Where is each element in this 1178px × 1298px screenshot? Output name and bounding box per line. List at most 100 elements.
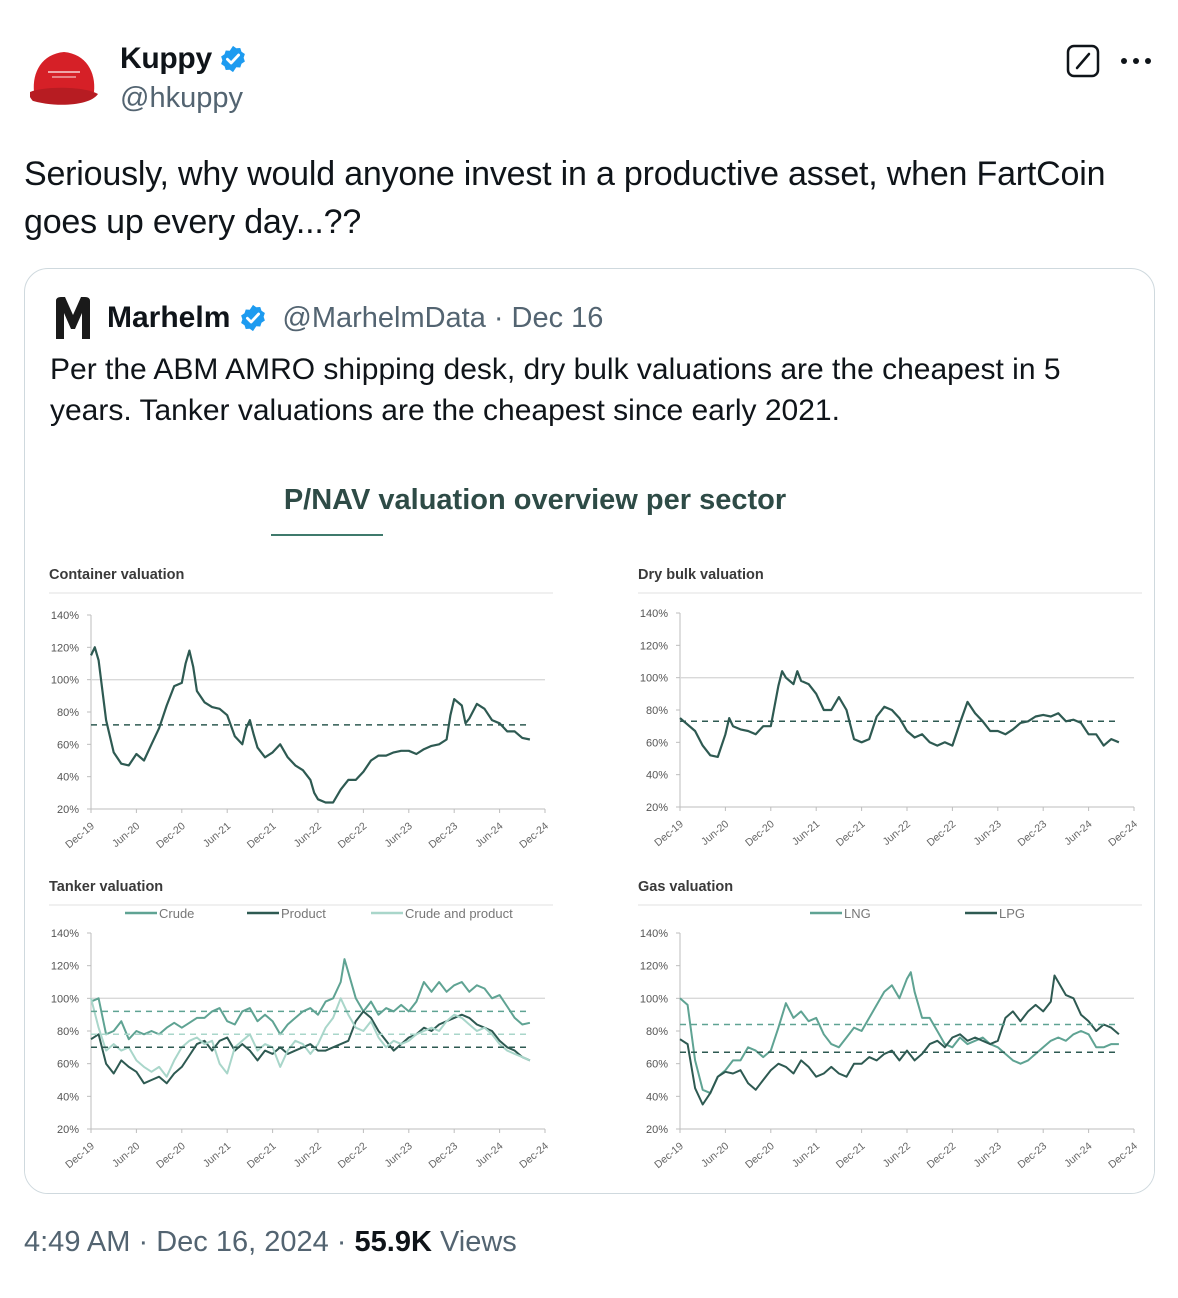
y-tick-label: 20%: [57, 1124, 79, 1136]
series-line: [679, 971, 1119, 1095]
verified-badge-icon: [220, 45, 245, 73]
author-handle[interactable]: @hkuppy: [120, 82, 243, 114]
x-tick-label: Dec-22: [925, 818, 959, 849]
x-tick-label: Dec-23: [426, 820, 460, 851]
y-tick-label: 100%: [51, 675, 79, 687]
x-tick-label: Dec-21: [834, 1140, 868, 1171]
x-tick-label: Jun-20: [699, 1140, 731, 1170]
quote-text: Per the ABM AMRO shipping desk, dry bulk…: [50, 353, 1061, 427]
x-tick-label: Jun-23: [971, 1140, 1003, 1170]
x-tick-label: Dec-19: [652, 1140, 686, 1171]
tweet-text: Seriously, why would anyone invest in a …: [24, 155, 1106, 241]
quote-image[interactable]: P/NAV valuation overview per sector Cont…: [25, 461, 1154, 1193]
x-tick-label: Dec-20: [154, 820, 188, 851]
marhelm-m-logo: [53, 295, 93, 341]
x-tick-label: Dec-20: [743, 1140, 777, 1171]
quote-handle[interactable]: @MarhelmData: [282, 301, 486, 334]
author-name[interactable]: Kuppy: [120, 42, 212, 75]
legend-label: Crude: [159, 906, 194, 921]
y-tick-label: 40%: [57, 772, 79, 784]
y-tick-label: 100%: [51, 993, 79, 1005]
y-tick-label: 40%: [646, 770, 668, 782]
y-tick-label: 120%: [640, 961, 668, 973]
x-tick-label: Jun-20: [699, 818, 731, 848]
x-tick-label: Jun-20: [110, 820, 142, 850]
legend-label: Product: [281, 906, 326, 921]
x-tick-label: Jun-24: [1062, 818, 1094, 848]
y-tick-label: 140%: [640, 928, 668, 940]
x-tick-label: Jun-22: [292, 1140, 324, 1170]
x-tick-label: Jun-23: [382, 1140, 414, 1170]
y-tick-label: 60%: [57, 1059, 79, 1071]
chart-title: Gas valuation: [638, 879, 733, 895]
y-tick-label: 20%: [646, 802, 668, 814]
x-tick-label: Dec-21: [834, 818, 868, 849]
y-tick-label: 120%: [51, 642, 79, 654]
y-tick-label: 140%: [51, 610, 79, 622]
x-tick-label: Dec-23: [1015, 1140, 1049, 1171]
x-tick-label: Dec-21: [245, 820, 279, 851]
x-tick-label: Dec-22: [336, 1140, 370, 1171]
y-tick-label: 80%: [646, 705, 668, 717]
series-line: [90, 997, 531, 1078]
y-tick-label: 80%: [646, 1026, 668, 1038]
y-tick-label: 120%: [640, 640, 668, 652]
y-tick-label: 140%: [640, 608, 668, 620]
x-tick-label: Jun-23: [971, 818, 1003, 848]
x-tick-label: Dec-22: [336, 820, 370, 851]
y-tick-label: 60%: [646, 737, 668, 749]
figure-title: P/NAV valuation overview per sector: [284, 484, 786, 516]
x-tick-label: Dec-24: [1106, 1140, 1140, 1171]
y-tick-label: 120%: [51, 961, 79, 973]
quote-author-name[interactable]: Marhelm: [107, 301, 231, 334]
legend-label: LNG: [844, 906, 871, 921]
x-tick-label: Dec-23: [1015, 818, 1049, 849]
y-tick-label: 60%: [646, 1059, 668, 1071]
tweet-time[interactable]: 4:49 AM: [24, 1226, 131, 1258]
x-tick-label: Dec-24: [517, 820, 551, 851]
y-tick-label: 100%: [640, 993, 668, 1005]
y-tick-label: 60%: [57, 739, 79, 751]
quote-date[interactable]: Dec 16: [511, 301, 604, 334]
x-tick-label: Dec-23: [426, 1140, 460, 1171]
more-icon[interactable]: [1118, 46, 1154, 76]
views-count[interactable]: 55.9K: [354, 1226, 432, 1258]
separator-dot: ·: [336, 1226, 347, 1258]
grok-icon[interactable]: [1066, 44, 1100, 78]
x-tick-label: Jun-24: [473, 820, 505, 850]
x-tick-label: Jun-21: [790, 818, 822, 848]
x-tick-label: Jun-23: [382, 820, 414, 850]
y-tick-label: 100%: [640, 673, 668, 685]
y-tick-label: 20%: [646, 1124, 668, 1136]
quote-header[interactable]: Marhelm @MarhelmData · Dec 16: [53, 295, 603, 341]
legend-label: Crude and product: [405, 906, 513, 921]
quoted-tweet[interactable]: Marhelm @MarhelmData · Dec 16 Per the AB…: [24, 268, 1155, 1194]
author-name-row[interactable]: Kuppy: [120, 42, 248, 76]
x-tick-label: Dec-19: [63, 1140, 97, 1171]
x-tick-label: Dec-21: [245, 1140, 279, 1171]
red-cap-avatar[interactable]: [24, 36, 104, 116]
series-line: [90, 646, 531, 804]
x-tick-label: Dec-19: [652, 818, 686, 849]
x-tick-label: Dec-24: [517, 1140, 551, 1171]
legend-label: LPG: [999, 906, 1025, 921]
x-tick-label: Jun-21: [790, 1140, 822, 1170]
x-tick-label: Dec-20: [743, 818, 777, 849]
y-tick-label: 40%: [57, 1091, 79, 1103]
series-line: [90, 1010, 531, 1085]
x-tick-label: Jun-21: [201, 820, 233, 850]
x-tick-label: Dec-22: [925, 1140, 959, 1171]
series-line: [679, 974, 1120, 1106]
x-tick-label: Dec-20: [154, 1140, 188, 1171]
y-tick-label: 80%: [57, 707, 79, 719]
views-label: Views: [439, 1226, 517, 1258]
separator-dot: ·: [138, 1226, 149, 1258]
x-tick-label: Jun-22: [881, 818, 913, 848]
x-tick-label: Jun-22: [881, 1140, 913, 1170]
x-tick-label: Jun-20: [110, 1140, 142, 1170]
x-tick-label: Jun-22: [292, 820, 324, 850]
tweet-date[interactable]: Dec 16, 2024: [156, 1226, 329, 1258]
x-tick-label: Dec-19: [63, 820, 97, 851]
x-tick-label: Jun-21: [201, 1140, 233, 1170]
y-tick-label: 80%: [57, 1026, 79, 1038]
